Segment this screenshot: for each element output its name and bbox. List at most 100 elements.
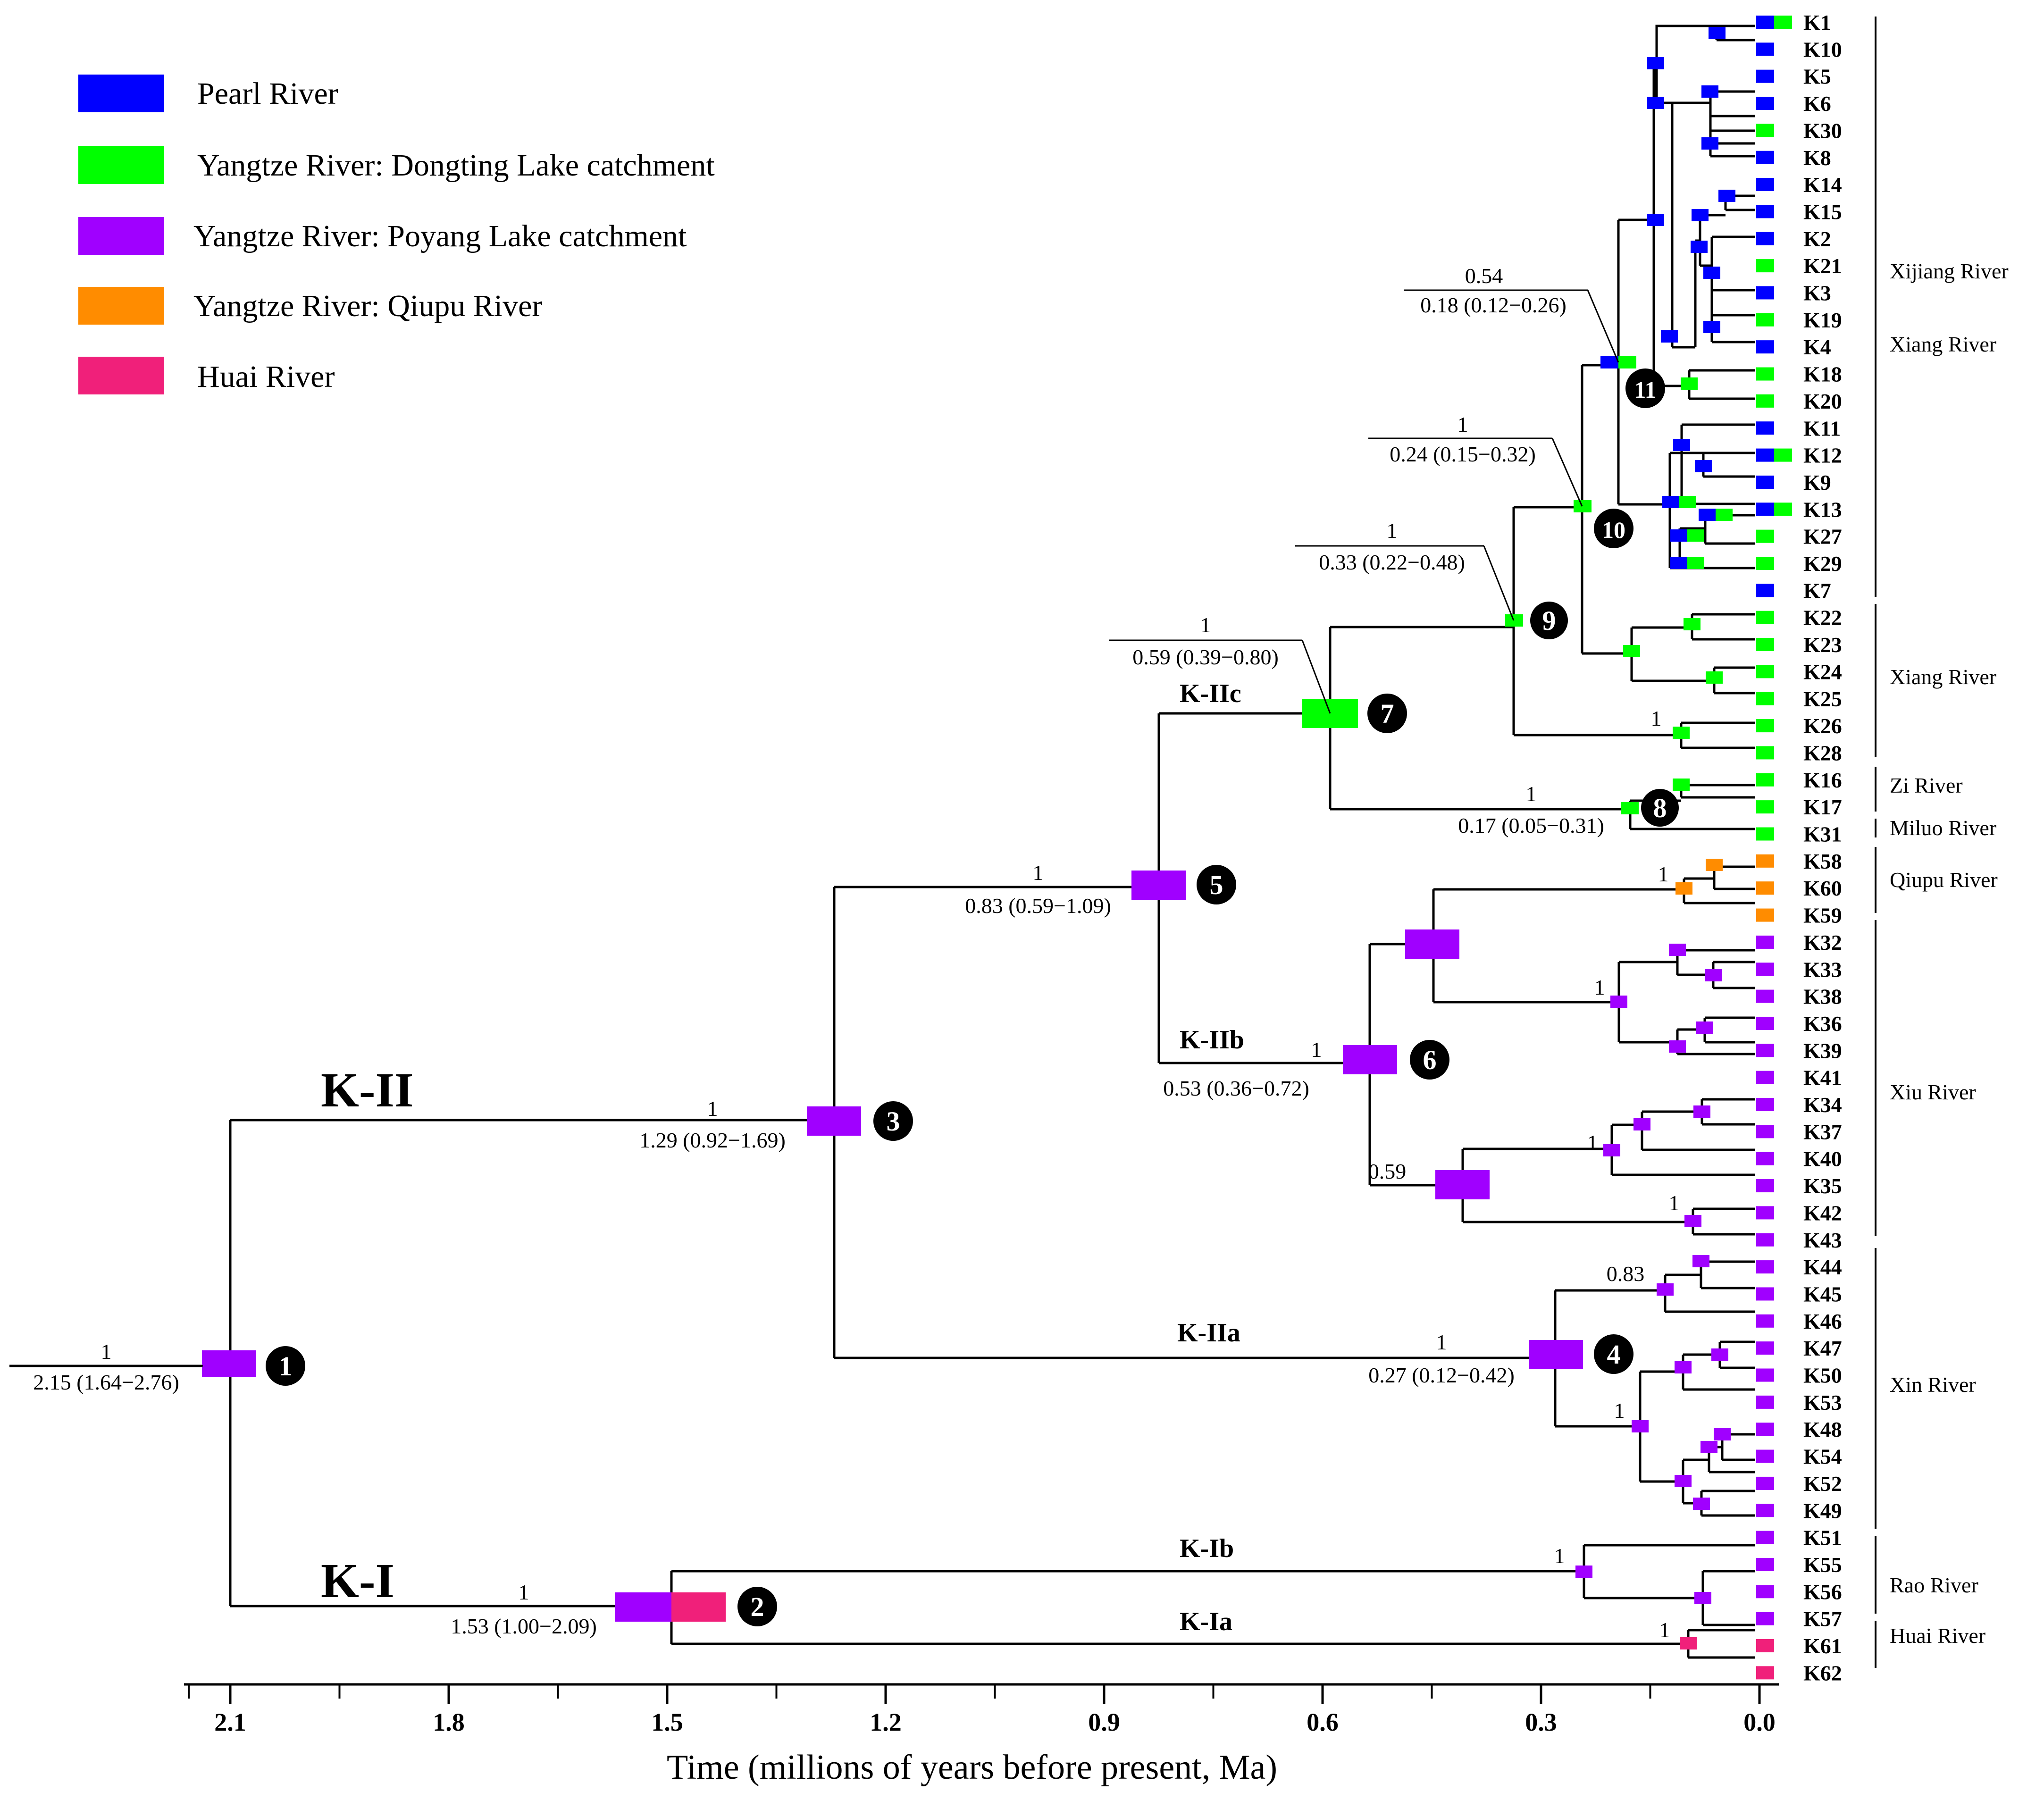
- tip-square-K60: [1756, 881, 1774, 895]
- tip-square2-K1: [1774, 16, 1792, 29]
- clade-KIa: K-Ia: [1180, 1607, 1232, 1636]
- region-huai: Huai River: [1890, 1624, 1985, 1648]
- sq: [1680, 1637, 1697, 1649]
- tip-label-K45: K45: [1803, 1282, 1842, 1306]
- tip-label-K26: K26: [1803, 714, 1842, 738]
- support-k42: 1: [1669, 1191, 1680, 1215]
- tip-label-K19: K19: [1803, 308, 1842, 332]
- tip-square-K51: [1756, 1531, 1774, 1544]
- tip-square-K61: [1756, 1639, 1774, 1652]
- tip-label-K32: K32: [1803, 930, 1842, 954]
- tip-square-K19: [1756, 313, 1774, 327]
- tip-square-K42: [1756, 1206, 1774, 1220]
- n6-age: 0.53 (0.36−0.72): [1163, 1076, 1309, 1100]
- tip-square-K58: [1756, 854, 1774, 868]
- n9-support: 1: [1387, 519, 1398, 543]
- tip-square-K17: [1756, 800, 1774, 814]
- sq: [1705, 969, 1722, 981]
- node-bar-qiupu-parent: [1405, 929, 1459, 959]
- node-bar-11b: [1618, 356, 1636, 368]
- n1-age: 2.15 (1.64−2.76): [33, 1370, 179, 1394]
- n11-age: 0.18 (0.12−0.26): [1420, 293, 1567, 317]
- node-bar-iib2: [1435, 1170, 1490, 1199]
- sq: [1694, 1592, 1711, 1604]
- support-iib2: 0.59: [1368, 1159, 1407, 1183]
- n1-support: 1: [101, 1340, 112, 1364]
- sq: [1699, 509, 1716, 521]
- region-zi: Zi River: [1890, 773, 1963, 797]
- sq: [1695, 460, 1712, 472]
- tip-label-K48: K48: [1803, 1417, 1842, 1441]
- sq: [1706, 671, 1723, 684]
- tip-label-K49: K49: [1803, 1499, 1842, 1523]
- tip-label-K35: K35: [1803, 1174, 1842, 1198]
- sq: [1701, 85, 1718, 98]
- legend-swatch-poyang: [78, 217, 164, 255]
- tip-label-K55: K55: [1803, 1553, 1842, 1577]
- axis-tick-label: 0.6: [1307, 1708, 1339, 1736]
- region-xiang-1: Xiang River: [1890, 332, 1996, 356]
- tip-square-K59: [1756, 908, 1774, 922]
- sq: [1691, 241, 1708, 253]
- tip-square-K23: [1756, 638, 1774, 652]
- tip-label-K61: K61: [1803, 1634, 1842, 1658]
- tip-square-K37: [1756, 1125, 1774, 1139]
- n4-age: 0.27 (0.12−0.42): [1368, 1363, 1515, 1387]
- sq: [1603, 1144, 1620, 1156]
- legend-label-dongting: Yangtze River: Dongting Lake catchment: [197, 148, 715, 183]
- sq: [1679, 496, 1696, 508]
- tip-label-K36: K36: [1803, 1012, 1842, 1036]
- node-number-11: 11: [1634, 377, 1656, 403]
- sq: [1687, 529, 1704, 542]
- tip-square-K6: [1756, 97, 1774, 110]
- sq: [1673, 727, 1690, 739]
- sq: [1709, 27, 1726, 39]
- clade-KIIc: K-IIc: [1180, 679, 1241, 708]
- sq: [1623, 645, 1640, 657]
- tip-label-K21: K21: [1803, 254, 1842, 278]
- tip-square-K46: [1756, 1314, 1774, 1328]
- sq: [1684, 618, 1701, 630]
- tip-label-K20: K20: [1803, 389, 1842, 413]
- sq: [1692, 1255, 1709, 1267]
- tip-square-K34: [1756, 1098, 1774, 1111]
- tip-label-K46: K46: [1803, 1309, 1842, 1333]
- tip-label-K37: K37: [1803, 1120, 1842, 1144]
- tip-label-K27: K27: [1803, 525, 1842, 549]
- tip-label-K12: K12: [1803, 444, 1842, 468]
- small-node-squares: [1575, 27, 1735, 1649]
- sq: [1661, 330, 1678, 343]
- n3-age: 1.29 (0.92−1.69): [639, 1128, 786, 1152]
- sq: [1657, 1283, 1674, 1296]
- tip-square-K9: [1756, 475, 1774, 489]
- tip-square-K47: [1756, 1341, 1774, 1355]
- tip-square-K52: [1756, 1476, 1774, 1490]
- tip-label-K4: K4: [1803, 335, 1831, 359]
- node-number-9: 9: [1542, 605, 1556, 636]
- n11-support: 0.54: [1465, 264, 1503, 288]
- node-bar-6: [1343, 1045, 1397, 1074]
- n9-age: 0.33 (0.22−0.48): [1319, 550, 1465, 574]
- sq: [1703, 267, 1720, 279]
- support-k55: 1: [1554, 1544, 1565, 1568]
- n4-support: 1: [1436, 1330, 1447, 1354]
- tip-square2-K12: [1774, 448, 1792, 462]
- tip-square-K43: [1756, 1233, 1774, 1247]
- tip-label-K8: K8: [1803, 146, 1831, 170]
- region-miluo: Miluo River: [1890, 816, 1996, 840]
- axis-tick-label: 0.9: [1088, 1708, 1120, 1736]
- tip-square-K16: [1756, 773, 1774, 787]
- node-bar-3: [807, 1106, 861, 1136]
- tip-square-K27: [1756, 529, 1774, 543]
- tip-square-K56: [1756, 1585, 1774, 1599]
- n7-support: 1: [1200, 613, 1211, 637]
- sq: [1647, 57, 1664, 69]
- n8-support: 1: [1526, 782, 1537, 806]
- node-number-2: 2: [751, 1591, 764, 1622]
- node-bar-11a: [1600, 356, 1618, 368]
- node-bar-10: [1574, 500, 1592, 512]
- tip-square-K24: [1756, 665, 1774, 678]
- support-k61: 1: [1659, 1618, 1670, 1642]
- node-number-3: 3: [887, 1106, 900, 1137]
- tip-square-K18: [1756, 367, 1774, 381]
